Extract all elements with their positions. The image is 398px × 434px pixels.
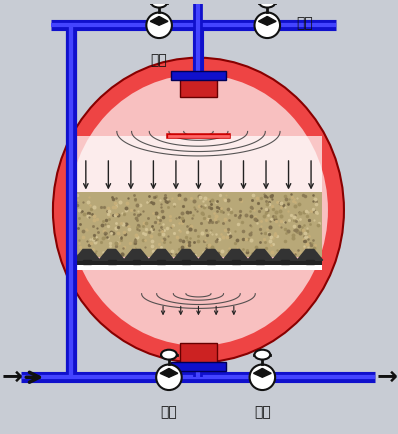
Polygon shape xyxy=(207,260,215,264)
Polygon shape xyxy=(297,250,323,260)
Polygon shape xyxy=(267,16,276,25)
Polygon shape xyxy=(262,368,271,377)
Bar xyxy=(74,136,322,192)
Bar xyxy=(171,70,226,80)
Circle shape xyxy=(156,365,182,390)
Circle shape xyxy=(254,13,280,38)
Polygon shape xyxy=(272,250,298,260)
Polygon shape xyxy=(157,260,165,264)
Polygon shape xyxy=(74,250,100,260)
Polygon shape xyxy=(99,250,125,260)
Polygon shape xyxy=(108,260,116,264)
Text: 打开: 打开 xyxy=(151,53,168,67)
Polygon shape xyxy=(281,260,289,264)
Ellipse shape xyxy=(259,0,275,7)
Polygon shape xyxy=(173,250,199,260)
Polygon shape xyxy=(150,16,159,25)
Polygon shape xyxy=(258,16,267,25)
Polygon shape xyxy=(159,16,168,25)
Circle shape xyxy=(250,365,275,390)
Text: 关闭: 关闭 xyxy=(160,405,178,419)
Text: 打开: 打开 xyxy=(254,405,271,419)
Bar xyxy=(180,343,217,365)
Polygon shape xyxy=(306,260,314,264)
Ellipse shape xyxy=(151,0,167,7)
Polygon shape xyxy=(124,250,149,260)
Bar xyxy=(180,76,217,97)
Polygon shape xyxy=(133,260,140,264)
Polygon shape xyxy=(248,250,273,260)
Bar xyxy=(74,192,322,257)
Polygon shape xyxy=(223,250,248,260)
Polygon shape xyxy=(254,368,262,377)
Polygon shape xyxy=(198,250,224,260)
Bar xyxy=(171,362,226,372)
Polygon shape xyxy=(256,260,264,264)
Ellipse shape xyxy=(161,350,177,359)
Polygon shape xyxy=(160,368,169,377)
Bar xyxy=(74,259,322,265)
Text: 关闭: 关闭 xyxy=(297,16,314,30)
Ellipse shape xyxy=(53,58,344,362)
Polygon shape xyxy=(169,368,178,377)
Polygon shape xyxy=(182,260,190,264)
Circle shape xyxy=(146,13,172,38)
Polygon shape xyxy=(232,260,240,264)
Ellipse shape xyxy=(69,75,328,346)
Text: →: → xyxy=(377,365,398,389)
Polygon shape xyxy=(148,250,174,260)
Text: →: → xyxy=(1,365,22,389)
Ellipse shape xyxy=(254,350,270,359)
Polygon shape xyxy=(83,260,91,264)
Bar xyxy=(74,265,322,270)
